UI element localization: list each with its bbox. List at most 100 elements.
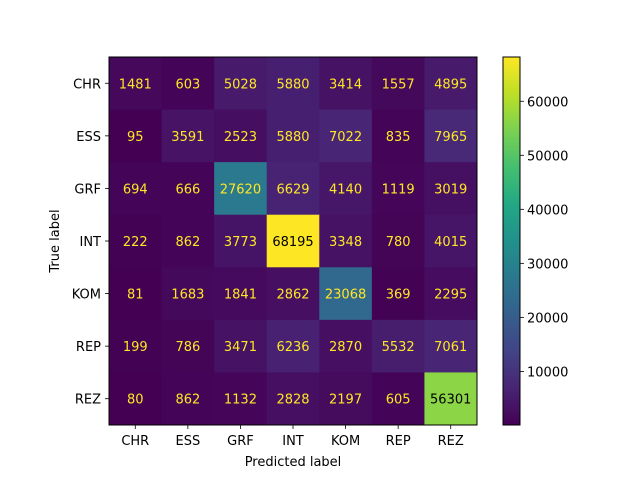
heatmap-cell <box>424 319 478 373</box>
cell-value-label: 862 <box>175 393 200 408</box>
heatmap-cell <box>214 57 268 111</box>
cell-value-label: 603 <box>175 77 200 92</box>
cell-value-label: 27620 <box>220 182 261 197</box>
cell-value-label: 1132 <box>224 393 257 408</box>
heatmap-cell <box>161 319 215 373</box>
heatmap-cell <box>214 319 268 373</box>
cell-value-label: 1557 <box>382 77 415 92</box>
heatmap-cell <box>424 372 478 426</box>
y-tick-label: KOM <box>72 288 101 303</box>
colorbar-tick-label: 20000 <box>527 311 568 326</box>
cell-value-label: 199 <box>123 340 148 355</box>
heatmap-cell <box>214 267 268 321</box>
x-axis: CHR ESS GRF INT KOM REP REZ <box>121 425 464 449</box>
cell-value-label: 4895 <box>434 77 467 92</box>
y-tick-label: INT <box>80 235 102 250</box>
heatmap-cell <box>109 57 163 111</box>
x-tick-label: KOM <box>331 434 360 449</box>
cell-value-label: 3019 <box>434 182 467 197</box>
heatmap-cell <box>371 162 425 216</box>
y-tick-label: ESS <box>76 130 101 145</box>
y-tick-label: GRF <box>74 182 101 197</box>
colorbar-tick-label: 30000 <box>527 257 568 272</box>
colorbar-tick-label: 50000 <box>527 149 568 164</box>
cell-value-label: 222 <box>123 235 148 250</box>
cell-value-label: 7022 <box>329 130 362 145</box>
heatmap-cell <box>424 267 478 321</box>
cell-value-label: 5532 <box>382 340 415 355</box>
y-axis: CHR ESS GRF INT KOM REP REZ <box>72 77 109 408</box>
cell-value-labels: 1481 603 5028 5880 3414 1557 4895 95 3591 2523 588… <box>119 77 472 407</box>
colorbar <box>502 56 521 426</box>
heatmap-cell <box>161 267 215 321</box>
cell-value-label: 694 <box>123 182 148 197</box>
colorbar-tick-label: 40000 <box>527 203 568 218</box>
heatmap-cell <box>319 162 373 216</box>
heatmap-cell <box>424 109 478 163</box>
cell-value-label: 5880 <box>276 130 309 145</box>
heatmap-cell <box>319 214 373 268</box>
heatmap-cell <box>161 162 215 216</box>
heatmap-cell <box>161 57 215 111</box>
x-axis-label: Predicted label <box>245 455 342 470</box>
x-tick-label: INT <box>282 434 304 449</box>
cell-value-label: 80 <box>127 393 144 408</box>
cell-value-label: 7061 <box>434 340 467 355</box>
y-tick-label: CHR <box>73 77 101 92</box>
heatmap-cell <box>319 372 373 426</box>
cell-value-label: 1119 <box>382 182 415 197</box>
x-tick-label: REZ <box>438 434 464 449</box>
cell-value-label: 786 <box>175 340 200 355</box>
heatmap-cell <box>109 162 163 216</box>
cell-value-label: 3414 <box>329 77 362 92</box>
heatmap-cell <box>161 372 215 426</box>
heatmap-cell <box>266 319 320 373</box>
cell-value-label: 4015 <box>434 235 467 250</box>
heatmap-cell <box>214 109 268 163</box>
heatmap-cell <box>109 267 163 321</box>
heatmap-cell <box>214 372 268 426</box>
cell-value-label: 1481 <box>119 77 152 92</box>
cell-value-label: 5880 <box>276 77 309 92</box>
heatmap-cell <box>371 214 425 268</box>
cell-value-label: 3471 <box>224 340 257 355</box>
cell-value-label: 835 <box>386 130 411 145</box>
heatmap-cell <box>109 214 163 268</box>
heatmap-cell <box>319 319 373 373</box>
cell-value-label: 369 <box>386 288 411 303</box>
heatmap-cell <box>371 267 425 321</box>
x-tick-label: GRF <box>227 434 254 449</box>
cell-value-label: 7965 <box>434 130 467 145</box>
heatmap-cell <box>266 267 320 321</box>
heatmap-cell <box>109 372 163 426</box>
heatmap-cell <box>266 162 320 216</box>
heatmap-cell <box>161 109 215 163</box>
cell-value-label: 2828 <box>276 393 309 408</box>
heatmap-cell <box>319 57 373 111</box>
cell-value-label: 5028 <box>224 77 257 92</box>
heatmap-cell <box>319 109 373 163</box>
heatmap-cell <box>371 319 425 373</box>
heatmap-cell <box>371 57 425 111</box>
cell-value-label: 780 <box>386 235 411 250</box>
cell-value-label: 56301 <box>430 393 471 408</box>
colorbar-tick-label: 10000 <box>527 365 568 380</box>
cell-value-label: 6629 <box>276 182 309 197</box>
colorbar-ticks: 10000 20000 30000 40000 50000 60000 <box>520 95 568 380</box>
heatmap-cell <box>424 214 478 268</box>
heatmap-cell <box>266 109 320 163</box>
heatmap-cell <box>214 214 268 268</box>
heatmap-cell <box>109 109 163 163</box>
x-tick-label: CHR <box>121 434 149 449</box>
cell-value-label: 68195 <box>272 235 313 250</box>
cell-value-label: 2523 <box>224 130 257 145</box>
heatmap-cell <box>109 319 163 373</box>
heatmap-cell <box>161 214 215 268</box>
cell-value-label: 2870 <box>329 340 362 355</box>
heatmap-cells <box>109 57 478 426</box>
cell-value-label: 3591 <box>171 130 204 145</box>
cell-value-label: 2197 <box>329 393 362 408</box>
cell-value-label: 23068 <box>325 288 366 303</box>
heatmap-cell <box>214 162 268 216</box>
cell-value-label: 4140 <box>329 182 362 197</box>
